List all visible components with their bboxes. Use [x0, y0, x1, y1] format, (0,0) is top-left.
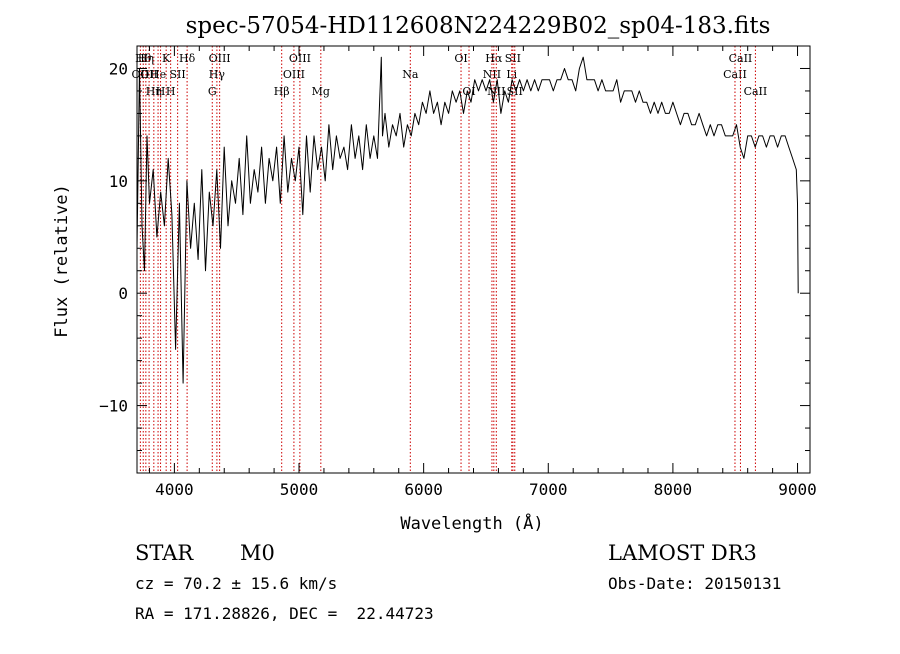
y-tick-label: 20 — [109, 59, 128, 78]
x-tick-label: 5000 — [280, 480, 319, 499]
flux-line — [136, 56, 799, 384]
line-marker-label: K — [162, 52, 171, 65]
line-markers: OIIHθHηOIIHηHeHKHSIIHδGHγOIIIHβOIIIOIIIM… — [132, 46, 768, 473]
y-tick-label: 0 — [118, 284, 128, 303]
line-marker-label: H — [166, 85, 176, 98]
survey-name: LAMOST DR3 — [608, 541, 757, 565]
line-marker-label: G — [208, 85, 217, 98]
plot-frame — [136, 45, 811, 474]
line-marker-label: CaII — [744, 85, 768, 98]
y-tick-label: −10 — [99, 397, 128, 416]
line-marker-label: NII — [483, 68, 501, 81]
redshift-velocity: cz = 70.2 ± 15.6 km/s — [135, 574, 338, 593]
spectrum-series — [136, 56, 799, 384]
x-tick-label: 6000 — [404, 480, 443, 499]
object-subclass: M0 — [240, 541, 275, 565]
x-tick-label: 7000 — [529, 480, 568, 499]
line-marker-label: OI — [454, 52, 467, 65]
line-marker-label: Mg — [312, 85, 330, 98]
x-tick-label: 8000 — [654, 480, 693, 499]
object-class: STAR — [135, 541, 194, 565]
line-marker-label: Li — [506, 68, 517, 81]
line-marker-label: Hδ — [179, 52, 196, 65]
sky-coordinates: RA = 171.28826, DEC = 22.44723 — [135, 604, 434, 623]
line-marker-label: Hη — [138, 52, 154, 65]
line-marker-label: SII — [505, 52, 521, 65]
line-marker-label: OIII — [283, 68, 305, 81]
line-marker-label: OIII — [209, 52, 231, 65]
line-marker-label: Na — [402, 68, 419, 81]
line-marker-label: Hα — [485, 52, 503, 65]
axis-ticks: 4000 5000 6000 7000 8000 9000 −10 0 10 20 — [99, 45, 817, 499]
line-marker-label: Hβ — [274, 85, 290, 98]
line-marker-label: H — [156, 85, 166, 98]
observation-date: Obs-Date: 20150131 — [608, 574, 782, 593]
line-marker-label: Hθ — [135, 52, 152, 65]
line-marker-label: Hγ — [209, 68, 226, 81]
y-tick-label: 10 — [109, 172, 128, 191]
x-tick-label: 4000 — [155, 480, 194, 499]
line-marker-label: OII — [132, 68, 150, 81]
x-axis-label: Wavelength (Å) — [400, 512, 543, 534]
line-marker-label: CaII — [723, 68, 747, 81]
line-marker-label: He — [150, 68, 166, 81]
line-marker-label: SII — [170, 68, 186, 81]
x-tick-label: 9000 — [778, 480, 817, 499]
y-axis-label: Flux (relative) — [52, 184, 72, 338]
line-marker-label: OIII — [289, 52, 311, 65]
chart-title: spec-57054-HD112608N224229B02_sp04-183.f… — [186, 13, 771, 39]
line-marker-label: CaII — [729, 52, 753, 65]
